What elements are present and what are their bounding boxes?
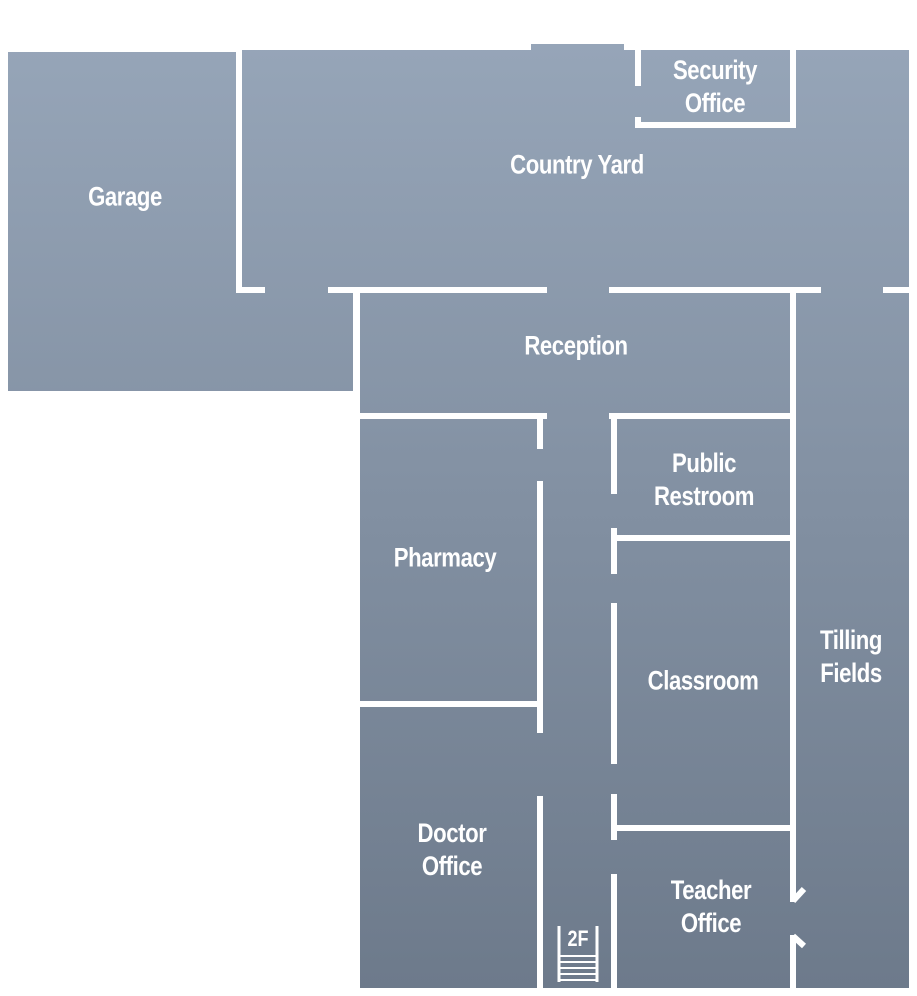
door-swing-top: [790, 886, 807, 904]
room-label-pharmacy: Pharmacy: [393, 542, 497, 573]
country-yard-area: [242, 50, 909, 290]
top-notch-area: [531, 44, 624, 52]
room-label-tilling-fields: Tilling Fields: [820, 625, 882, 688]
staircase-icon: [557, 926, 599, 982]
room-label-doctor-office: Doctor Office: [417, 818, 487, 881]
main-building-area: [360, 290, 909, 988]
room-label-reception: Reception: [524, 330, 628, 361]
room-label-garage: Garage: [88, 181, 162, 212]
room-label-teacher-office: Teacher Office: [670, 875, 752, 938]
door-swing-bottom: [790, 933, 807, 949]
room-label-classroom: Classroom: [647, 665, 759, 696]
room-label-country-yard: Country Yard: [510, 149, 644, 180]
stairs-label-2f: 2F: [567, 926, 589, 951]
room-label-public-restroom: Public Restroom: [653, 448, 755, 511]
room-label-security-office: Security Office: [672, 55, 758, 118]
floor-areas: [8, 44, 909, 988]
walls: [236, 50, 909, 988]
